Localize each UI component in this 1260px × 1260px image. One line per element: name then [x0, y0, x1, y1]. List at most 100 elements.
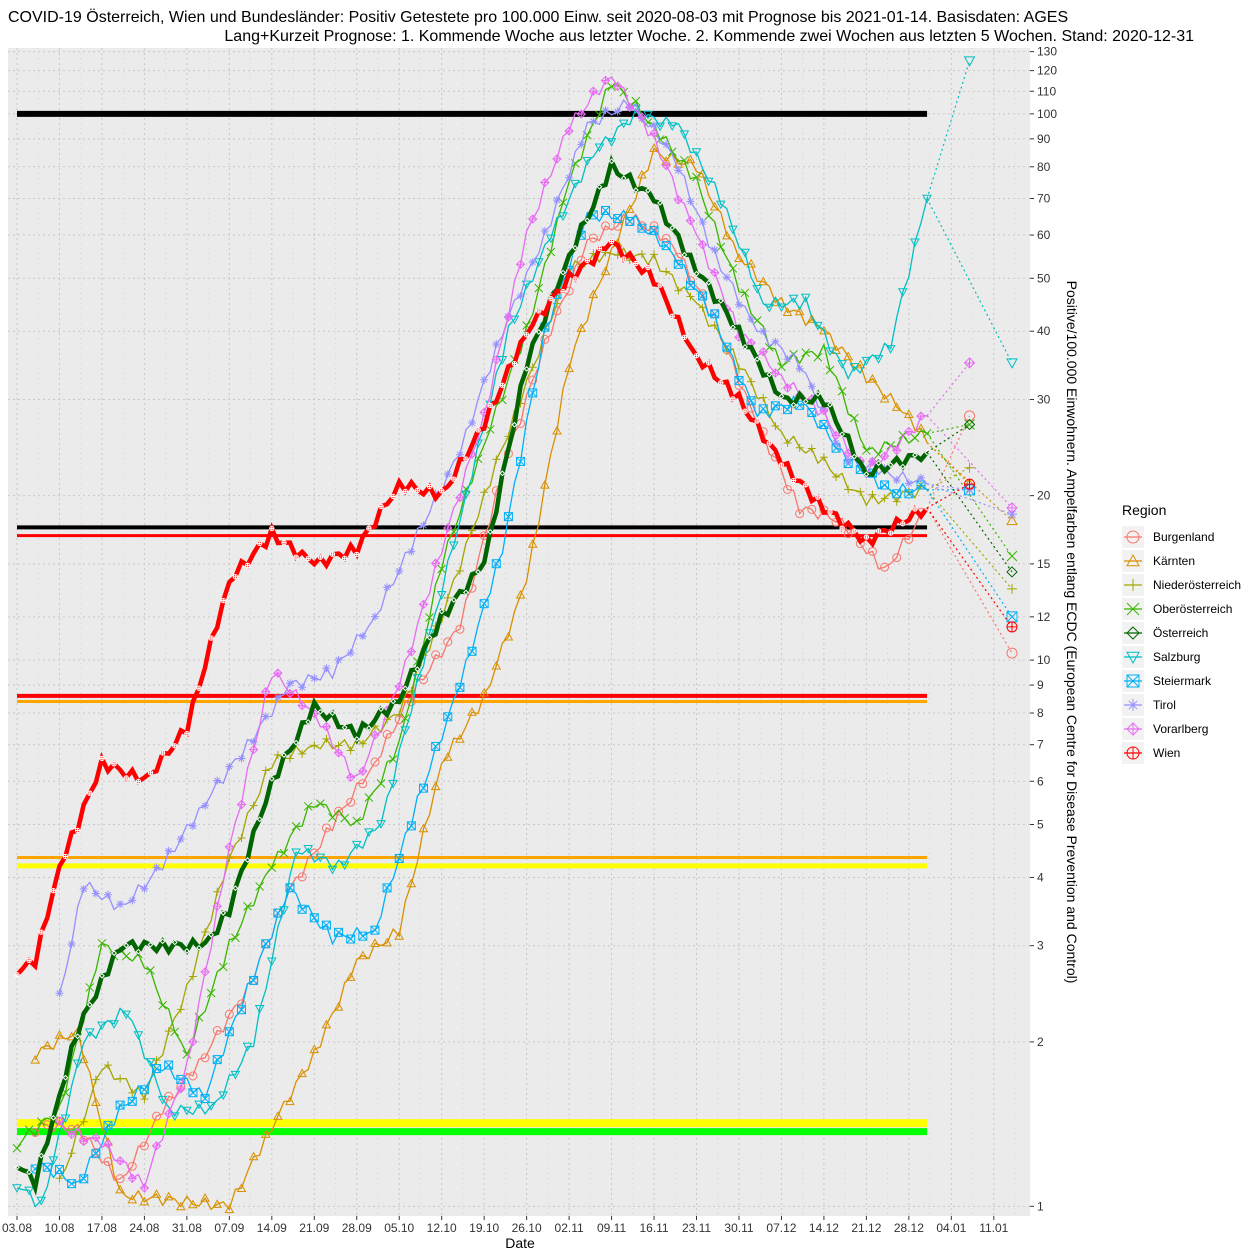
data-point — [334, 927, 343, 937]
data-point — [358, 739, 367, 748]
data-point — [212, 1199, 223, 1208]
data-point — [637, 112, 646, 121]
data-point — [152, 863, 161, 872]
legend-label: Wien — [1153, 746, 1180, 760]
data-point — [455, 492, 465, 503]
data-point — [140, 1184, 149, 1193]
data-point — [342, 556, 347, 561]
data-point — [601, 205, 611, 215]
data-point — [479, 599, 489, 609]
data-point — [225, 842, 234, 851]
data-point — [734, 300, 743, 309]
data-point — [463, 456, 469, 462]
data-point — [196, 944, 202, 951]
data-point — [637, 223, 647, 233]
data-point — [279, 848, 289, 858]
data-point — [759, 347, 768, 356]
data-point — [124, 775, 129, 781]
data-point — [807, 407, 817, 417]
data-point — [233, 574, 238, 579]
y-tick-label: 9 — [1037, 678, 1044, 692]
data-point — [461, 490, 471, 500]
data-point — [455, 450, 464, 459]
data-point — [516, 457, 525, 466]
data-point — [268, 775, 275, 782]
data-point — [771, 401, 780, 411]
data-point — [394, 931, 405, 940]
data-point — [303, 845, 314, 854]
data-point — [116, 900, 125, 909]
data-point — [184, 731, 190, 736]
data-point — [899, 463, 906, 470]
data-point — [212, 1025, 222, 1035]
data-point — [754, 356, 761, 363]
data-point — [703, 177, 714, 187]
data-point — [650, 129, 659, 138]
data-point — [480, 488, 489, 497]
data-point — [170, 1027, 180, 1037]
data-point — [345, 972, 356, 981]
data-point — [839, 431, 846, 438]
data-point — [79, 1174, 89, 1184]
data-point — [382, 883, 392, 893]
data-point — [609, 239, 614, 244]
data-point — [208, 931, 215, 938]
legend-label: Salzburg — [1153, 650, 1200, 664]
data-point — [904, 426, 914, 437]
data-point — [767, 440, 772, 446]
data-point — [922, 194, 932, 204]
data-point — [803, 482, 808, 487]
data-point — [111, 950, 117, 956]
data-point — [734, 376, 744, 385]
data-point — [115, 1100, 125, 1110]
x-tick-label: 14.12 — [809, 1221, 839, 1235]
data-point — [169, 1112, 180, 1122]
data-point — [152, 1064, 161, 1073]
data-point — [293, 554, 299, 560]
data-point — [232, 885, 239, 892]
data-point — [533, 258, 544, 268]
data-point — [463, 589, 469, 596]
data-point — [637, 223, 647, 233]
data-point — [594, 143, 605, 153]
data-point — [880, 562, 890, 572]
forecast-line — [926, 483, 1013, 515]
data-point — [443, 470, 452, 479]
y-tick-label: 15 — [1037, 557, 1051, 571]
data-point — [390, 494, 396, 499]
data-point — [1006, 611, 1018, 623]
x-tick-label: 11.01 — [979, 1221, 1008, 1235]
data-point — [419, 783, 428, 793]
data-point — [310, 741, 319, 750]
data-point — [467, 646, 477, 656]
data-point — [431, 650, 441, 660]
data-point — [442, 752, 453, 761]
y-tick-label: 110 — [1037, 84, 1056, 98]
data-point — [317, 708, 324, 715]
data-point — [91, 1097, 101, 1107]
data-point — [322, 920, 331, 930]
data-point — [172, 743, 177, 748]
data-point — [613, 214, 623, 224]
data-point — [388, 755, 398, 764]
data-point — [791, 478, 796, 483]
data-point — [503, 312, 514, 322]
data-point — [140, 1085, 149, 1095]
data-point — [880, 480, 889, 490]
data-point — [322, 664, 331, 673]
data-point — [584, 217, 591, 224]
data-point — [236, 1183, 247, 1192]
data-point — [572, 276, 578, 282]
x-tick-label: 26.10 — [512, 1221, 542, 1235]
data-point — [136, 779, 141, 784]
data-point — [200, 1193, 210, 1202]
data-point — [475, 569, 482, 575]
data-point — [418, 675, 428, 685]
data-point — [188, 822, 197, 831]
data-point — [770, 401, 780, 411]
data-point — [157, 1095, 168, 1105]
data-point — [819, 405, 829, 416]
data-point — [273, 1111, 283, 1120]
x-tick-label: 07.12 — [766, 1221, 796, 1235]
